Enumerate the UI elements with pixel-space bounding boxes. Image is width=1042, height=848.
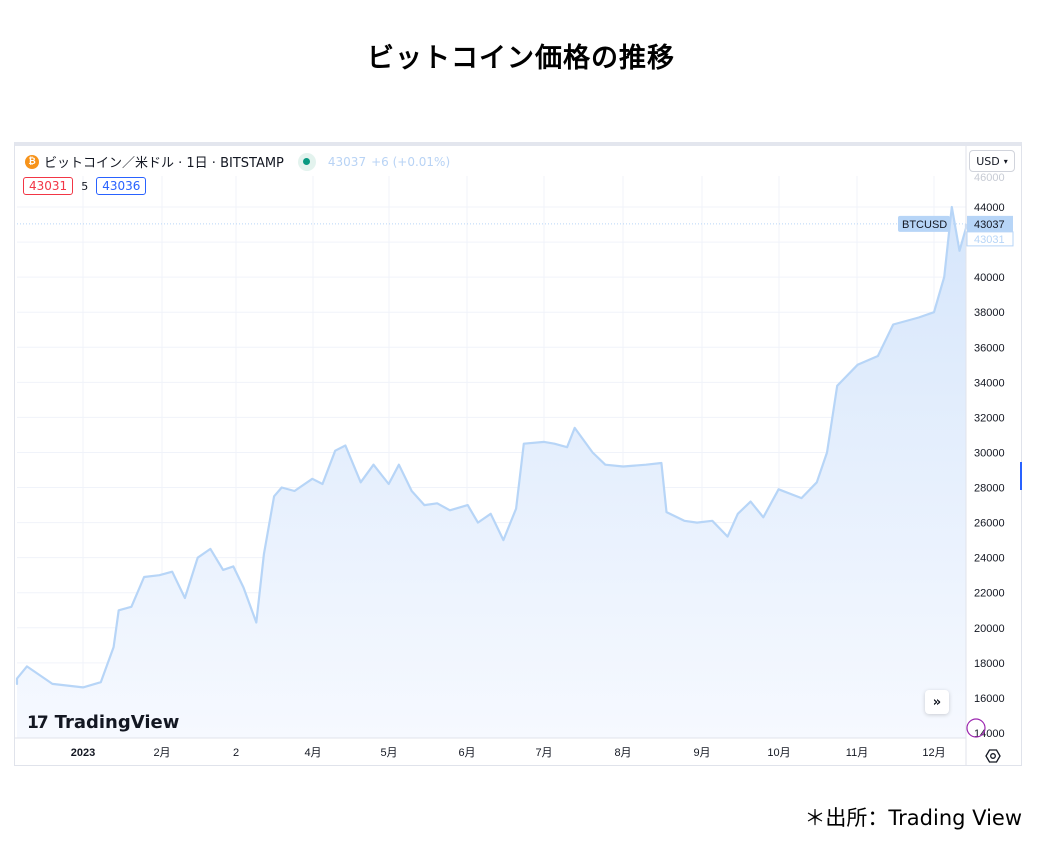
price-axis-label: 16000 <box>974 693 1005 705</box>
time-axis-label: 7月 <box>535 747 552 759</box>
bid-price-tag <box>966 231 1014 247</box>
tradingview-logo-text: TradingView <box>54 712 180 733</box>
time-axis-label: 4月 <box>304 747 321 759</box>
tradingview-logo[interactable]: 17 TradingView <box>27 712 179 733</box>
last-price-tag <box>967 215 1013 232</box>
double-chevron-right-icon: » <box>932 694 942 710</box>
price-axis-label-partial: 46000 <box>974 172 1005 184</box>
chart-settings-button[interactable] <box>983 746 1003 766</box>
scroll-to-realtime-button[interactable]: » <box>925 690 949 714</box>
time-axis-label: 6月 <box>458 747 475 759</box>
time-axis-label: 9月 <box>693 747 710 759</box>
price-axis-label: 14000 <box>974 728 1005 740</box>
symbol-tag-text: BTCUSD <box>902 219 947 231</box>
chart-widget[interactable]: 14000 16000 18000 20000 22000 24000 26000 28000… <box>14 142 1022 766</box>
price-axis-label: 34000 <box>974 377 1005 389</box>
quote-row: 43031 5 43036 <box>23 177 147 195</box>
time-axis-label: 10月 <box>767 747 790 759</box>
buy-price-button[interactable]: 43036 <box>96 177 147 195</box>
chevron-down-icon: ▾ <box>1003 156 1008 166</box>
symbol-price-tag <box>898 215 950 232</box>
price-axis-label: 40000 <box>974 272 1005 284</box>
time-axis-label: 5月 <box>380 747 397 759</box>
price-axis-label: 38000 <box>974 307 1005 319</box>
currency-value: USD <box>976 154 1000 168</box>
price-axis-label: 20000 <box>974 623 1005 635</box>
price-line <box>15 205 968 689</box>
sell-price-button[interactable]: 43031 <box>23 177 74 195</box>
bid-price-tag-text: 43031 <box>974 234 1005 246</box>
price-chart-canvas[interactable]: 14000 16000 18000 20000 22000 24000 26000 28000… <box>15 146 1021 766</box>
time-axis-label: 11月 <box>846 747 868 759</box>
price-axis-label: 32000 <box>974 412 1005 424</box>
price-axis-label: 26000 <box>974 518 1005 530</box>
chart-legend: ₿ ビットコイン／米ドル · 1日 · BITSTAMP 43037 +6 (+… <box>25 152 450 171</box>
time-axis-label: 2023 <box>71 747 95 759</box>
page-title: ビットコイン価格の推移 <box>367 43 675 74</box>
price-axis-label: 24000 <box>974 553 1005 565</box>
bitcoin-icon: ₿ <box>25 154 39 169</box>
time-axis-label: 2 <box>233 747 239 759</box>
price-axis-label: 36000 <box>974 342 1005 354</box>
time-axis-label: 12月 <box>922 747 945 759</box>
price-axis-label: 28000 <box>974 483 1005 495</box>
currency-selector[interactable]: USD ▾ <box>969 150 1015 172</box>
time-axis-label: 2月 <box>153 747 170 759</box>
settings-hexagon-icon <box>985 749 1001 763</box>
symbol-description[interactable]: ビットコイン／米ドル · 1日 · BITSTAMP <box>44 156 284 171</box>
price-change-value: +6 (+0.01%) <box>371 154 451 169</box>
price-axis-label: 44000 <box>974 202 1005 214</box>
source-caption: ＊出所：Trading View <box>804 806 1022 830</box>
spread-value: 5 <box>81 179 89 193</box>
market-status-indicator <box>297 152 316 171</box>
last-price-tag-text: 43037 <box>974 219 1005 231</box>
last-price-value: 43037 <box>327 154 367 169</box>
price-axis-label: 30000 <box>974 447 1005 459</box>
tradingview-logo-icon: 17 <box>27 712 49 733</box>
live-dot-icon <box>303 158 311 165</box>
price-area-fill <box>17 207 966 738</box>
price-axis-label: 22000 <box>974 588 1005 600</box>
price-axis-label: 18000 <box>974 658 1005 670</box>
side-panel-handle[interactable] <box>1020 462 1022 490</box>
alert-marker-icon[interactable] <box>966 718 986 738</box>
time-axis-label: 8月 <box>614 747 631 759</box>
